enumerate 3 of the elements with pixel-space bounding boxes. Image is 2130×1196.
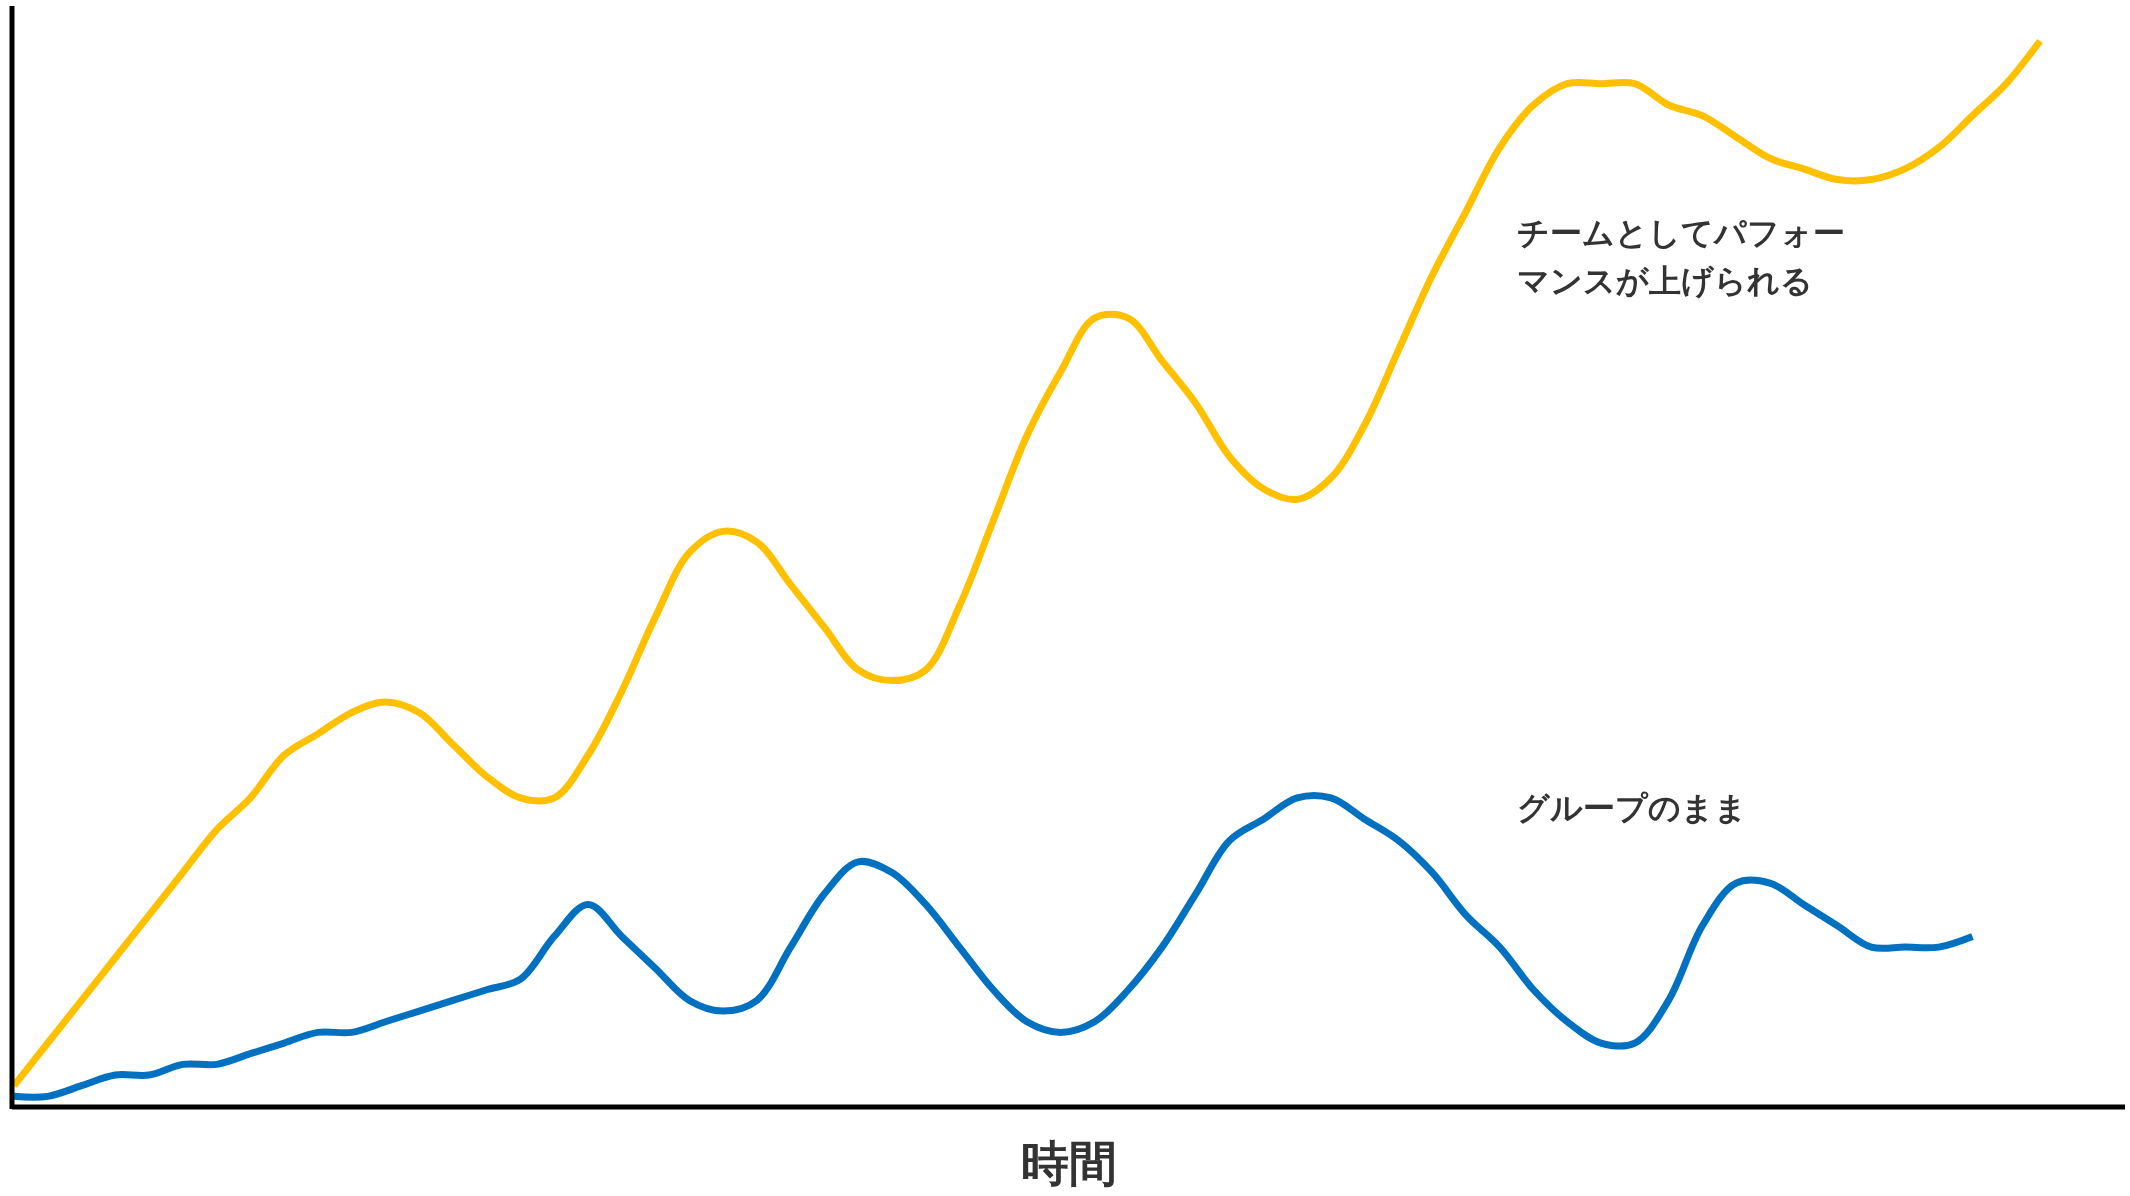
series-label: グループのまま bbox=[1516, 789, 1747, 828]
series-label: チームとしてパフォーマンスが上げられる bbox=[1516, 213, 1845, 300]
x-axis-title: 時間 bbox=[1020, 1135, 1117, 1191]
